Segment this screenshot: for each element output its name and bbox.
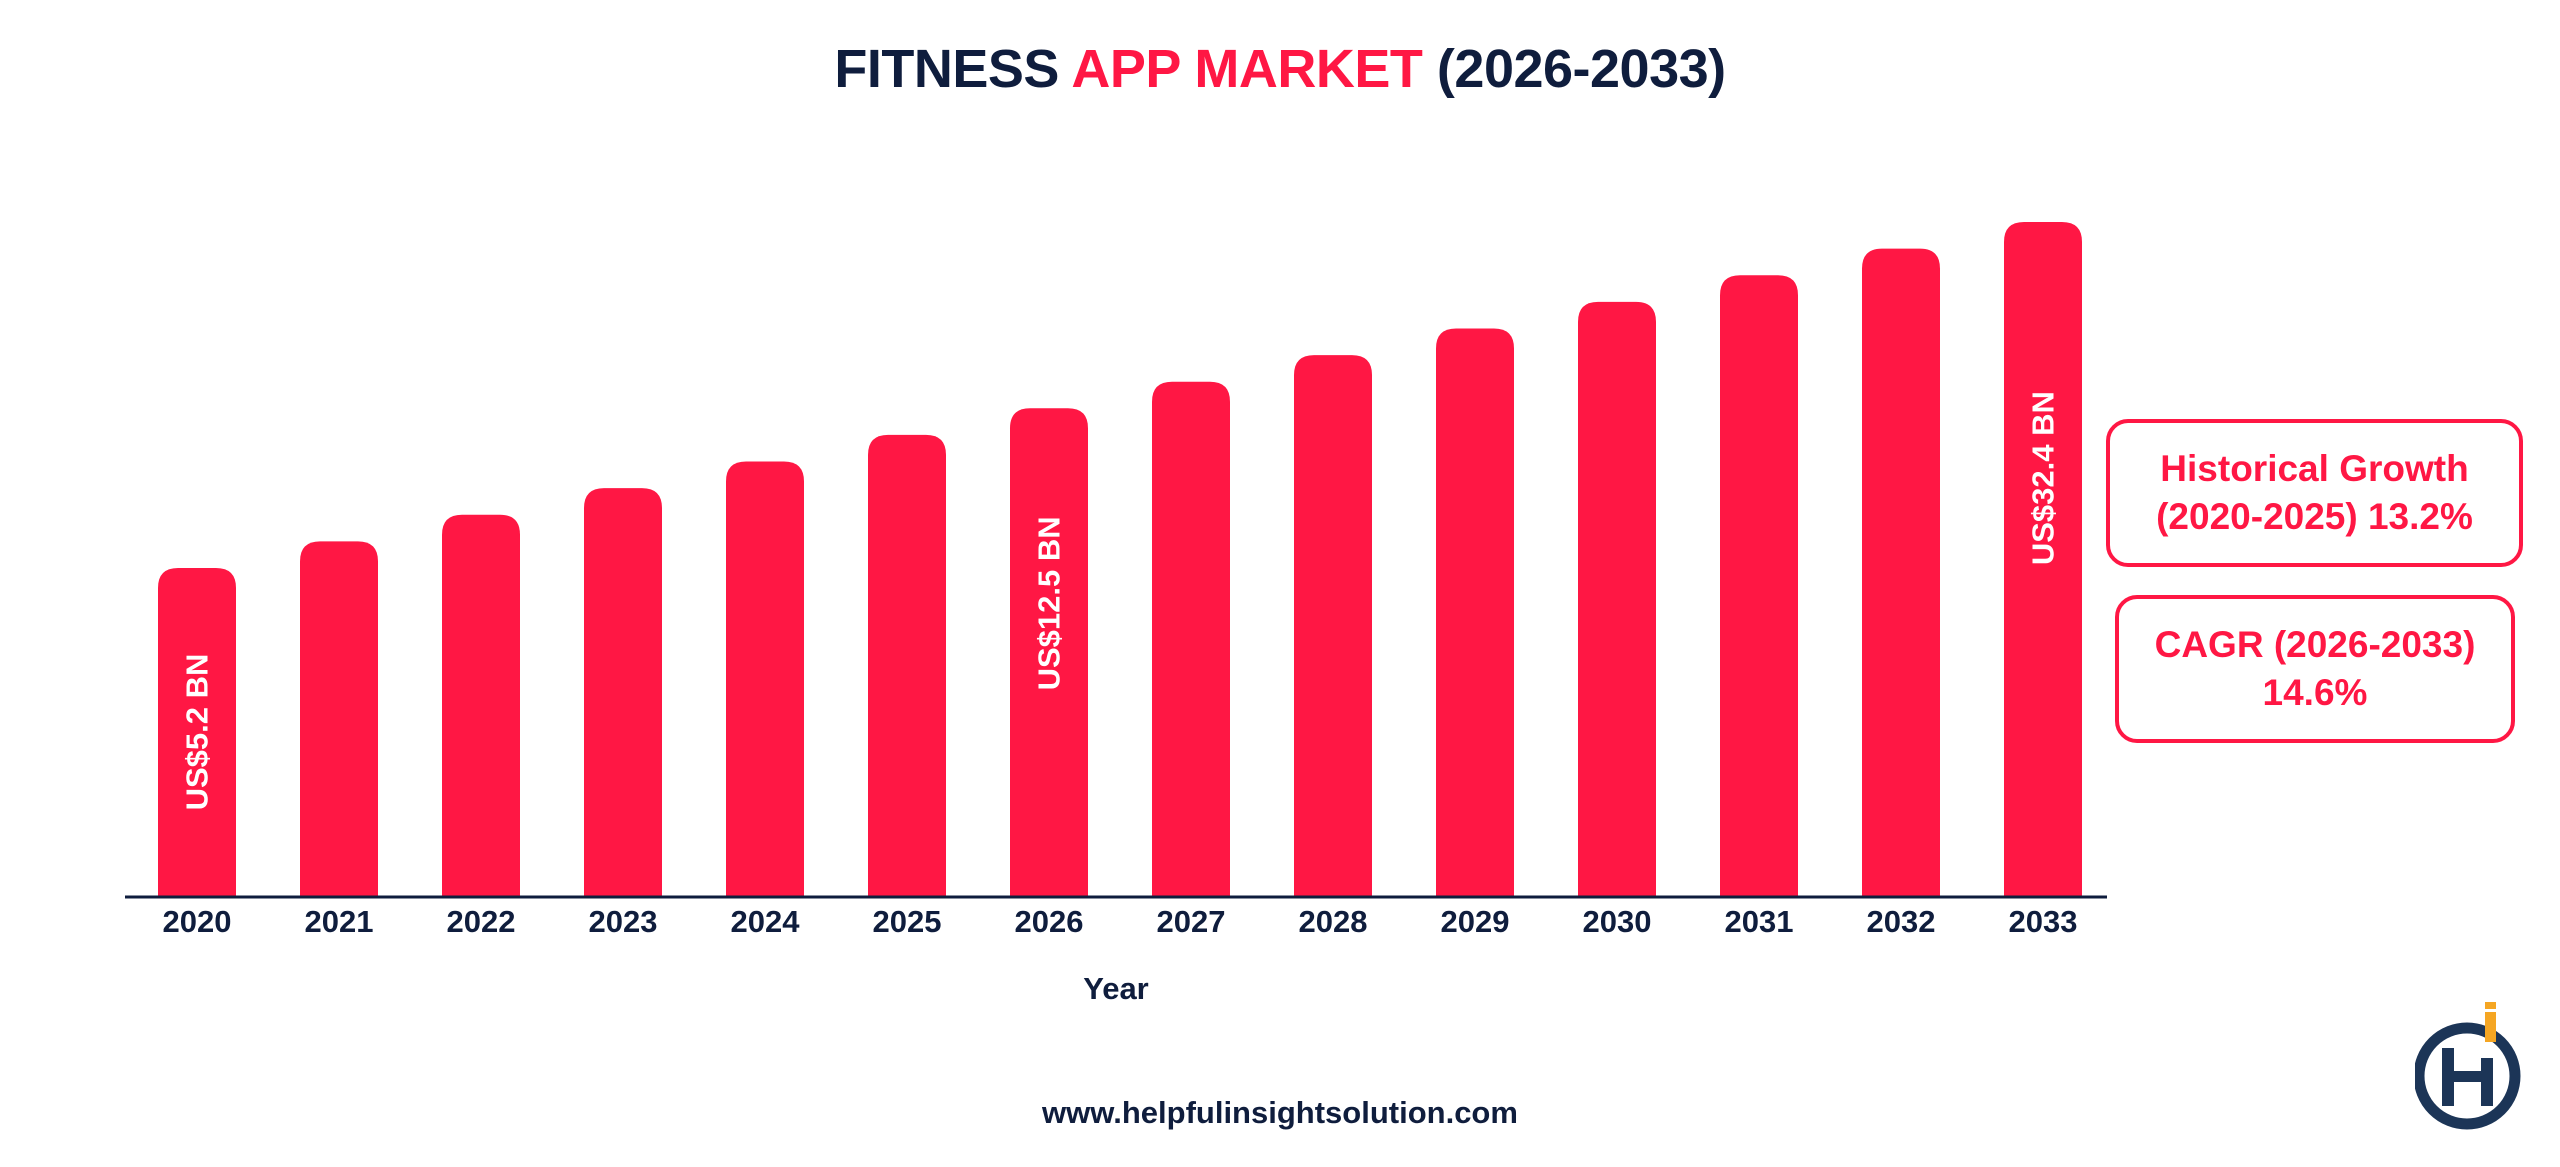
hi-logo-icon xyxy=(2415,1002,2521,1130)
x-axis-label: Year xyxy=(1083,971,1149,1006)
x-tick-2031: 2031 xyxy=(1725,904,1794,939)
bar-2030 xyxy=(1578,301,1656,896)
bar-2020 xyxy=(158,568,236,896)
x-tick-labels: 2020 2021 2022 2023 2024 2025 2026 2027 2028 2029… xyxy=(163,904,2078,939)
bar-2026 xyxy=(1010,408,1088,896)
bar-2033 xyxy=(2004,222,2082,896)
x-tick-2020: 2020 xyxy=(163,904,232,939)
title-part-1: FITNESS xyxy=(834,39,1072,99)
x-tick-2021: 2021 xyxy=(305,904,374,939)
x-tick-2026: 2026 xyxy=(1015,904,1084,939)
bar-2022 xyxy=(442,514,520,896)
bar-data-labels: US$5.2 BN US$12.5 BN US$32.4 BN xyxy=(180,391,2061,810)
cagr-line-1: CAGR (2026-2033) xyxy=(2154,624,2476,665)
x-tick-2030: 2030 xyxy=(1583,904,1652,939)
x-tick-2024: 2024 xyxy=(731,904,801,939)
bar-2025 xyxy=(868,434,946,896)
x-tick-2027: 2027 xyxy=(1157,904,1226,939)
bar-2027 xyxy=(1152,381,1230,896)
bar-2024 xyxy=(726,461,804,896)
historical-growth-line-2: (2020-2025) 13.2% xyxy=(2156,496,2473,537)
bars-group xyxy=(158,222,2082,897)
title-part-3: (2026-2033) xyxy=(1422,39,1726,99)
x-tick-2023: 2023 xyxy=(589,904,658,939)
bar-2021 xyxy=(300,541,378,896)
cagr-callout: CAGR (2026-2033) 14.6% xyxy=(2115,595,2515,743)
bar-2032 xyxy=(1862,248,1940,897)
x-tick-2028: 2028 xyxy=(1299,904,1368,939)
title-part-2: APP MARKET xyxy=(1071,39,1423,99)
bar-2029 xyxy=(1436,328,1514,896)
x-tick-2029: 2029 xyxy=(1441,904,1510,939)
bar-2023 xyxy=(584,488,662,896)
bar-2031 xyxy=(1720,275,1798,896)
x-tick-2025: 2025 xyxy=(873,904,942,939)
bar-value-label-2033: US$32.4 BN xyxy=(2026,391,2061,565)
chart-title: FITNESS APP MARKET (2026-2033) xyxy=(0,38,2560,100)
x-tick-2033: 2033 xyxy=(2009,904,2078,939)
bar-value-label-2020: US$5.2 BN xyxy=(180,654,215,811)
historical-growth-line-1: Historical Growth xyxy=(2160,448,2469,489)
historical-growth-callout: Historical Growth (2020-2025) 13.2% xyxy=(2106,419,2523,567)
cagr-line-2: 14.6% xyxy=(2262,672,2368,713)
bar-2028 xyxy=(1294,355,1372,897)
x-tick-2032: 2032 xyxy=(1867,904,1936,939)
footer-url[interactable]: www.helpfulinsightsolution.com xyxy=(1042,1095,1518,1130)
bar-value-label-2026: US$12.5 BN xyxy=(1032,516,1067,690)
x-tick-2022: 2022 xyxy=(447,904,516,939)
